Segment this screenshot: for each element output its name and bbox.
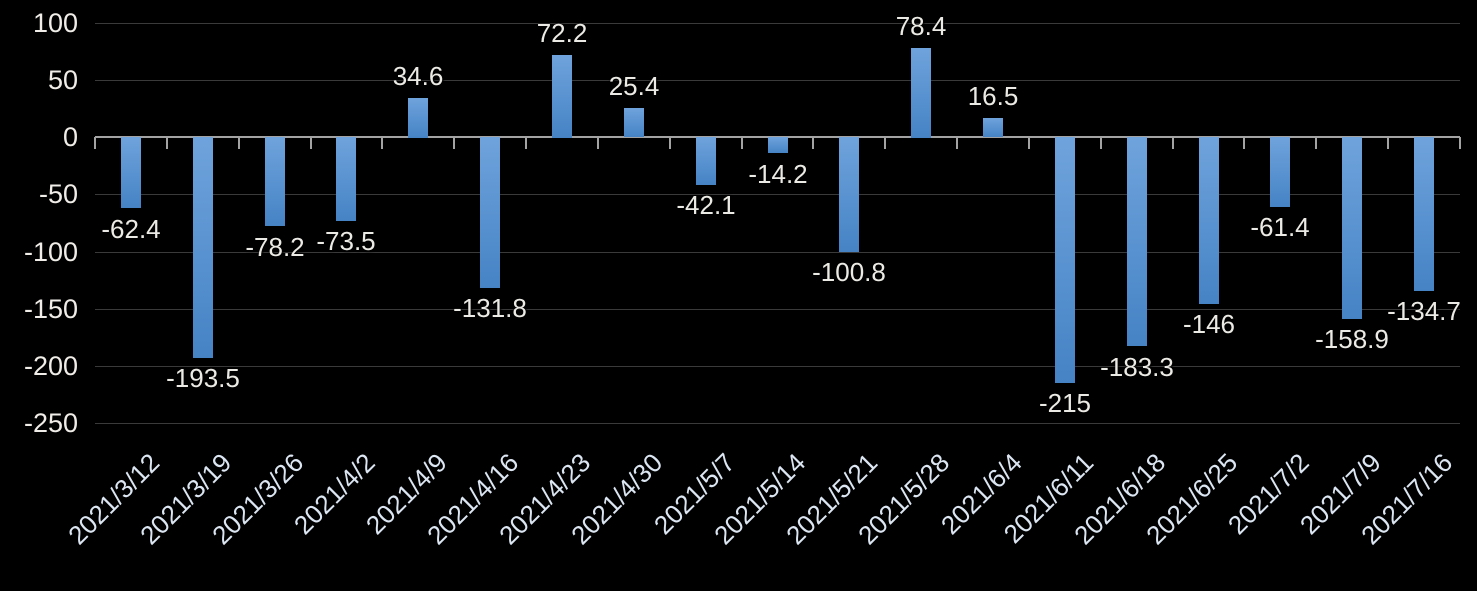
axis-tick <box>669 137 671 149</box>
y-axis-tick-label: 100 <box>32 8 78 38</box>
gridline <box>95 309 1460 310</box>
bar <box>1055 137 1075 383</box>
y-axis-tick-label: -250 <box>23 408 78 438</box>
bar <box>1127 137 1147 346</box>
axis-tick <box>94 137 96 149</box>
data-label: -158.9 <box>1315 324 1389 354</box>
y-axis-tick-label: -50 <box>38 179 78 209</box>
axis-tick <box>166 137 168 149</box>
data-label: -183.3 <box>1100 352 1174 382</box>
bar <box>552 55 572 138</box>
gridline <box>95 366 1460 367</box>
y-axis-tick-label: 0 <box>62 122 78 152</box>
data-label: 25.4 <box>608 71 660 101</box>
data-label: -193.5 <box>166 363 240 393</box>
axis-tick <box>1100 137 1102 149</box>
data-label: -61.4 <box>1250 212 1310 242</box>
axis-tick <box>381 137 383 149</box>
bar <box>624 108 644 137</box>
bar <box>839 137 859 252</box>
axis-tick <box>238 137 240 149</box>
data-label: 16.5 <box>967 81 1019 111</box>
bar <box>1270 137 1290 207</box>
axis-tick <box>597 137 599 149</box>
data-label: -131.8 <box>453 293 527 323</box>
data-label: -14.2 <box>748 159 808 189</box>
axis-tick <box>1459 137 1461 149</box>
data-label: 34.6 <box>392 61 444 91</box>
gridline <box>95 80 1460 81</box>
bar <box>1414 137 1434 291</box>
axis-tick <box>884 137 886 149</box>
data-label: -215 <box>1038 388 1092 418</box>
bar <box>1199 137 1219 304</box>
axis-tick <box>1028 137 1030 149</box>
y-axis-tick-label: 50 <box>47 65 78 95</box>
axis-tick <box>741 137 743 149</box>
axis-tick <box>1243 137 1245 149</box>
axis-tick <box>1387 137 1389 149</box>
bar <box>336 137 356 221</box>
data-label: -134.7 <box>1387 296 1461 326</box>
axis-tick <box>1315 137 1317 149</box>
gridline <box>95 194 1460 195</box>
bar <box>121 137 141 208</box>
axis-tick <box>956 137 958 149</box>
data-label: -42.1 <box>676 190 736 220</box>
bar <box>696 137 716 185</box>
data-label: 78.4 <box>895 11 947 41</box>
bar <box>265 137 285 226</box>
bar <box>911 48 931 138</box>
axis-tick <box>1172 137 1174 149</box>
gridline <box>95 23 1460 24</box>
y-axis-tick-label: -200 <box>23 351 78 381</box>
y-axis-tick-label: -100 <box>23 237 78 267</box>
bar <box>408 98 428 138</box>
gridline <box>95 423 1460 424</box>
axis-tick <box>812 137 814 149</box>
axis-tick <box>310 137 312 149</box>
data-label: -73.5 <box>316 226 376 256</box>
data-label: -146 <box>1182 309 1236 339</box>
bar <box>193 137 213 358</box>
bar <box>480 137 500 288</box>
axis-tick <box>453 137 455 149</box>
data-label: -78.2 <box>245 232 305 262</box>
bar <box>1342 137 1362 319</box>
bar <box>983 118 1003 137</box>
data-label: -62.4 <box>101 214 161 244</box>
axis-tick <box>525 137 527 149</box>
data-label: -100.8 <box>812 257 886 287</box>
bar <box>768 137 788 153</box>
data-label: 72.2 <box>536 18 588 48</box>
y-axis-tick-label: -150 <box>23 294 78 324</box>
gridline <box>95 252 1460 253</box>
